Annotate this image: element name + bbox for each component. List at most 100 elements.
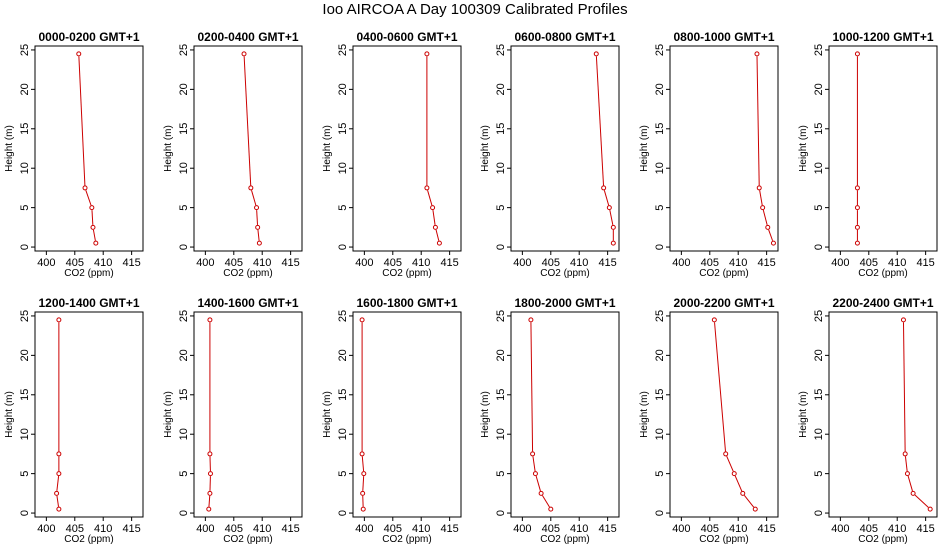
y-tick-label: 25 (813, 310, 825, 322)
data-point (56, 506, 62, 512)
y-tick-label: 15 (495, 389, 507, 401)
panel-title: 0200-0400 GMT+1 (197, 30, 298, 44)
y-tick-label: 5 (813, 471, 825, 477)
x-tick-label: 405 (225, 257, 243, 269)
data-point (241, 51, 247, 57)
data-point (82, 185, 88, 191)
data-point (902, 451, 908, 457)
profile-panel-5: 0800-1000 GMT+1 400 405 410 415 0 5 10 15 20 25 CO2… (639, 30, 779, 279)
y-tick-label: 10 (337, 428, 349, 440)
x-tick-label: 410 (729, 257, 747, 269)
profile-panel-10: 1800-2000 GMT+1 400 405 410 415 0 5 10 15 20 25 CO2… (480, 296, 620, 545)
data-point (90, 224, 96, 230)
y-tick-label: 20 (178, 349, 190, 361)
plot-frame (510, 45, 620, 252)
series-line-segment (85, 190, 92, 206)
y-tick-label: 15 (654, 389, 666, 401)
y-tick-label: 5 (813, 205, 825, 211)
y-tick-label: 5 (495, 471, 507, 477)
y-tick-label: 20 (337, 83, 349, 95)
y-axis-label: Height (m) (798, 391, 809, 438)
x-axis-label: CO2 (ppm) (223, 268, 272, 279)
series-line-segment (56, 476, 60, 491)
y-tick-label: 15 (337, 389, 349, 401)
data-point (610, 224, 616, 230)
x-tick-label: 405 (701, 523, 719, 535)
y-tick-label: 25 (495, 44, 507, 56)
profile-panel-1: 0000-0200 GMT+1 400 405 410 415 0 5 10 15 20 25 CO2… (4, 30, 144, 279)
data-point (56, 471, 62, 477)
y-tick-label: 10 (19, 428, 31, 440)
x-tick-label: 405 (66, 523, 84, 535)
y-tick-label: 0 (178, 244, 190, 250)
series-line-segment (92, 229, 96, 241)
y-tick-label: 5 (19, 471, 31, 477)
profile-panel-4: 0600-0800 GMT+1 400 405 410 415 0 5 10 15 20 25 CO2… (480, 30, 620, 279)
y-tick-label: 25 (337, 310, 349, 322)
x-tick-label: 415 (440, 257, 458, 269)
x-tick-label: 405 (542, 523, 560, 535)
series-line-segment (362, 476, 365, 491)
series-line-segment (759, 190, 763, 206)
data-point (54, 490, 60, 496)
data-point (424, 185, 430, 191)
profile-panel-12: 2200-2400 GMT+1 400 405 410 415 0 5 10 15 20 25 CO2… (798, 296, 938, 545)
panel-title: 0000-0200 GMT+1 (38, 30, 139, 44)
y-tick-label: 5 (337, 205, 349, 211)
plot-frame (669, 45, 779, 252)
series-line-segment (756, 56, 760, 186)
x-tick-label: 400 (37, 257, 55, 269)
profile-panel-6: 1000-1200 GMT+1 400 405 410 415 0 5 10 15 20 25 CO2… (798, 30, 938, 279)
series-line-segment (726, 456, 734, 472)
y-axis-label: Height (m) (480, 125, 491, 172)
y-tick-label: 20 (495, 83, 507, 95)
series-line-segment (91, 210, 94, 225)
plot-frame (34, 45, 144, 252)
x-axis-label: CO2 (ppm) (64, 268, 113, 279)
y-tick-label: 15 (813, 389, 825, 401)
y-tick-label: 20 (19, 83, 31, 95)
series-line-segment (609, 209, 614, 225)
y-axis-label: Height (m) (163, 125, 174, 172)
y-tick-label: 0 (337, 510, 349, 516)
data-point (593, 51, 599, 57)
data-point (432, 224, 438, 230)
x-axis-label: CO2 (ppm) (382, 268, 431, 279)
y-tick-label: 0 (813, 244, 825, 250)
data-point (900, 317, 906, 323)
series-line-segment (714, 322, 726, 452)
data-point (256, 240, 262, 246)
plot-frame (193, 311, 303, 518)
x-tick-label: 400 (355, 523, 373, 535)
data-point (754, 51, 760, 57)
data-point (927, 506, 933, 512)
data-point (854, 240, 860, 246)
data-point (207, 317, 213, 323)
data-point (361, 471, 367, 477)
x-tick-label: 415 (598, 523, 616, 535)
y-tick-label: 15 (19, 123, 31, 135)
data-point (854, 185, 860, 191)
x-tick-label: 405 (860, 257, 878, 269)
series-line-segment (256, 210, 259, 225)
x-tick-label: 400 (831, 257, 849, 269)
profile-panel-7: 1200-1400 GMT+1 400 405 410 415 0 5 10 15 20 25 CO2… (4, 296, 144, 545)
plot-frame (828, 45, 938, 252)
data-point (206, 506, 212, 512)
y-tick-label: 10 (813, 428, 825, 440)
x-tick-label: 415 (916, 257, 934, 269)
page-title: Ioo AIRCOA A Day 100309 Calibrated Profi… (322, 1, 628, 18)
data-point (359, 451, 365, 457)
x-tick-label: 405 (701, 257, 719, 269)
y-axis-label: Height (m) (322, 125, 333, 172)
y-tick-label: 25 (337, 44, 349, 56)
y-tick-label: 0 (654, 244, 666, 250)
data-point (254, 205, 260, 211)
y-tick-label: 5 (654, 205, 666, 211)
data-point (610, 240, 616, 246)
x-tick-label: 415 (757, 257, 775, 269)
data-point (760, 205, 766, 211)
data-point (530, 451, 536, 457)
data-point (360, 506, 366, 512)
x-tick-label: 405 (542, 257, 560, 269)
